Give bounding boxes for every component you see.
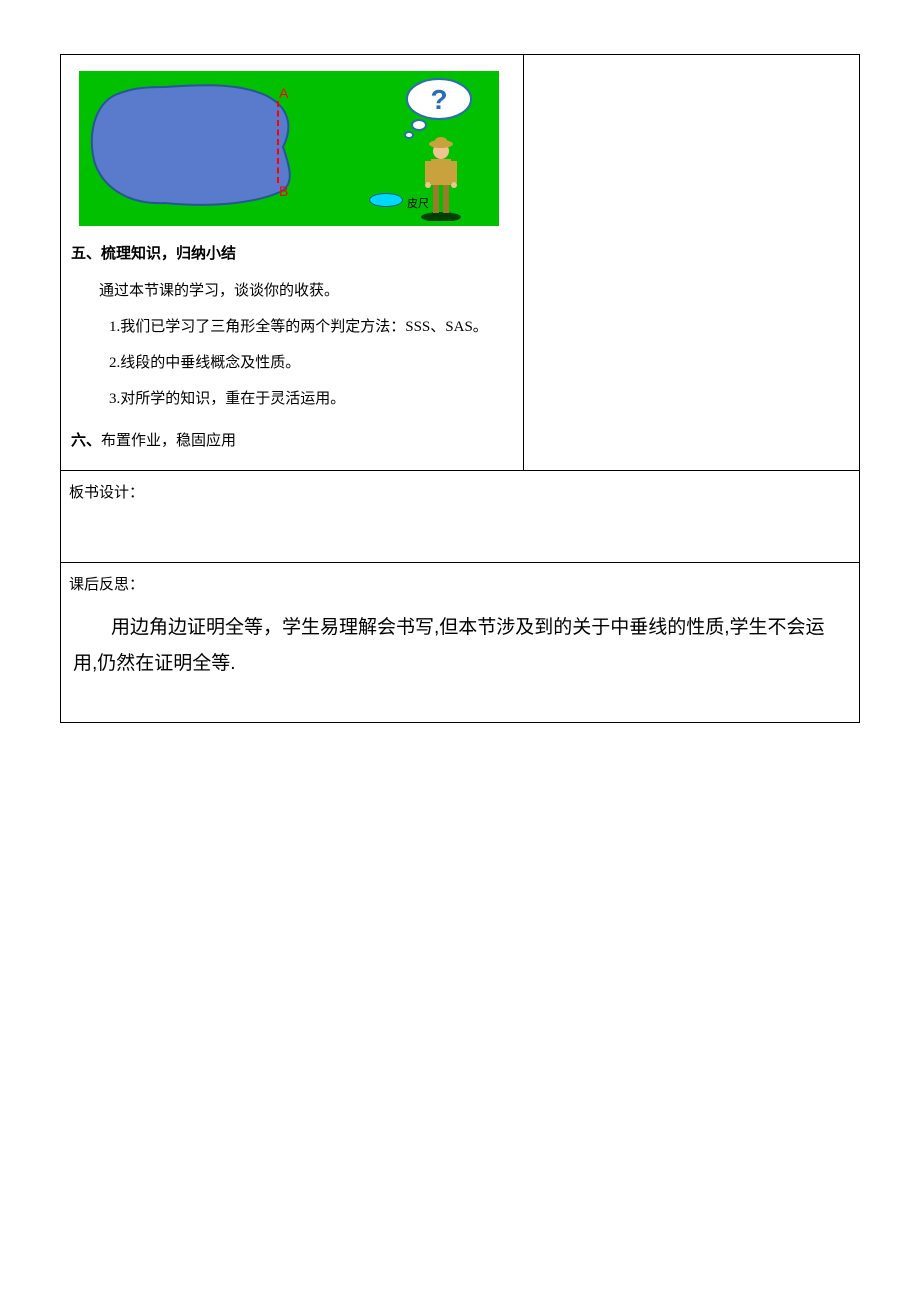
section-5-item-1: 1.我们已学习了三角形全等的两个判定方法：SSS、SAS。 — [71, 309, 513, 345]
section-6-prefix: 六、 — [71, 432, 101, 449]
point-label-A: A — [279, 85, 288, 101]
illustration-wrap: A B ? — [71, 63, 513, 226]
thought-bubble-icon: ? — [399, 75, 477, 139]
row-content: A B ? — [61, 55, 860, 471]
cell-reflection: 课后反思： 用边角边证明全等，学生易理解会书写,但本节涉及到的关于中垂线的性质,… — [61, 563, 860, 723]
distance-line-AB — [277, 101, 279, 183]
point-label-B: B — [279, 183, 288, 199]
board-design-label: 板书设计： — [61, 471, 859, 562]
tape-measure-icon — [369, 193, 403, 207]
section-5-item-2: 2.线段的中垂线概念及性质。 — [71, 345, 513, 381]
main-content-wrap: A B ? — [61, 55, 523, 470]
reflection-label: 课后反思： — [69, 573, 847, 594]
reflection-body: 用边角边证明全等，学生易理解会书写,但本节涉及到的关于中垂线的性质,学生不会运用… — [69, 610, 847, 682]
cell-board-design: 板书设计： — [61, 471, 860, 563]
section-5-item-3: 3.对所学的知识，重在于灵活运用。 — [71, 381, 513, 417]
reflection-wrap: 课后反思： 用边角边证明全等，学生易理解会书写,但本节涉及到的关于中垂线的性质,… — [61, 563, 859, 722]
layout-table: A B ? — [60, 54, 860, 723]
pond-illustration: A B ? — [79, 71, 499, 226]
cell-side-empty — [524, 55, 860, 471]
section-6-title: 六、布置作业，稳固应用 — [71, 429, 513, 450]
cell-main-content: A B ? — [61, 55, 524, 471]
section-6-text: 布置作业，稳固应用 — [101, 432, 236, 449]
section-5-intro: 通过本节课的学习，谈谈你的收获。 — [71, 273, 513, 309]
section-5-title: 五、梳理知识，归纳小结 — [71, 242, 513, 263]
tape-label: 皮尺 — [407, 195, 429, 211]
row-board-design: 板书设计： — [61, 471, 860, 563]
row-reflection: 课后反思： 用边角边证明全等，学生易理解会书写,但本节涉及到的关于中垂线的性质,… — [61, 563, 860, 723]
document-page: A B ? — [0, 0, 920, 723]
svg-text:?: ? — [430, 84, 447, 115]
